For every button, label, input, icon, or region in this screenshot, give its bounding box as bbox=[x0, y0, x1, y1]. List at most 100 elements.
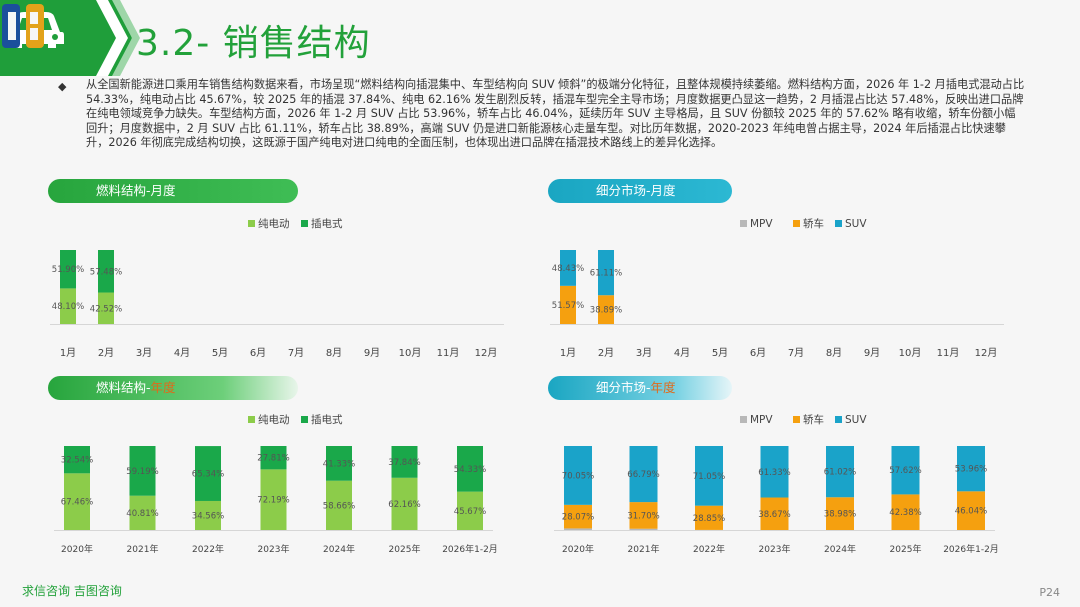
data-label: 38.67% bbox=[758, 510, 790, 520]
bar-segment bbox=[891, 494, 920, 530]
bar-segment bbox=[564, 504, 592, 529]
category-label: 5月 bbox=[212, 347, 228, 359]
data-label: 54.33% bbox=[454, 465, 486, 475]
data-label: 38.98% bbox=[824, 510, 856, 520]
category-label: 2021年 bbox=[628, 543, 660, 555]
legend-label: 插电式 bbox=[311, 217, 343, 230]
category-label: 11月 bbox=[937, 347, 960, 359]
panel-title-segment-monthly: 细分市场-月度 bbox=[548, 179, 732, 203]
data-label: 48.43% bbox=[552, 264, 584, 274]
bar-segment bbox=[629, 446, 658, 503]
panel-title-fuel-yearly-highlight: 年度 bbox=[150, 380, 176, 395]
legend-item: 纯电动 bbox=[248, 413, 290, 426]
bar-segment bbox=[564, 446, 592, 505]
legend-label: 轿车 bbox=[803, 413, 824, 426]
footer-brand: 求信咨询 吉图咨询 bbox=[22, 584, 122, 598]
company-logo bbox=[2, 4, 44, 48]
legend-item: 插电式 bbox=[301, 413, 343, 426]
bar-segment bbox=[64, 446, 90, 474]
data-label: 31.70% bbox=[627, 511, 659, 521]
bullet-icon: ◆ bbox=[58, 80, 67, 93]
bar-segment bbox=[957, 491, 985, 530]
data-label: 66.79% bbox=[627, 470, 659, 480]
page-title: 3.2- 销售结构 bbox=[136, 23, 371, 64]
category-label: 10月 bbox=[899, 347, 922, 359]
data-label: 53.96% bbox=[955, 465, 987, 475]
category-label: 2020年 bbox=[562, 543, 594, 555]
bar-segment bbox=[560, 285, 576, 324]
category-label: 2月 bbox=[598, 347, 614, 359]
data-label: 42.52% bbox=[90, 304, 122, 314]
category-label: 2025年 bbox=[890, 543, 922, 555]
bar-segment bbox=[629, 528, 658, 530]
bar-segment bbox=[598, 250, 614, 296]
legend-label: 插电式 bbox=[311, 413, 343, 426]
category-label: 7月 bbox=[288, 347, 304, 359]
category-label: 2025年 bbox=[389, 543, 421, 555]
category-label: 3月 bbox=[136, 347, 152, 359]
data-label: 61.11% bbox=[590, 269, 622, 279]
legend-label: 轿车 bbox=[803, 217, 824, 230]
bar-segment bbox=[560, 250, 576, 286]
category-label: 6月 bbox=[250, 347, 266, 359]
data-label: 41.33% bbox=[323, 459, 355, 469]
data-label: 28.07% bbox=[562, 513, 594, 523]
category-label: 3月 bbox=[636, 347, 652, 359]
category-label: 1月 bbox=[60, 347, 76, 359]
data-label: 65.34% bbox=[192, 470, 224, 480]
legend-swatch bbox=[793, 416, 800, 423]
bar-segment bbox=[129, 446, 156, 496]
bar-segment bbox=[195, 446, 221, 501]
category-label: 9月 bbox=[864, 347, 880, 359]
legend-swatch bbox=[793, 220, 800, 227]
legend-item: MPV bbox=[740, 218, 773, 230]
legend-swatch bbox=[301, 416, 308, 423]
legend-swatch bbox=[835, 220, 842, 227]
bar-segment bbox=[60, 250, 76, 289]
category-label: 2020年 bbox=[61, 543, 93, 555]
bar-segment bbox=[260, 446, 287, 470]
data-label: 57.62% bbox=[889, 466, 921, 476]
data-label: 27.81% bbox=[257, 454, 289, 464]
bar-segment bbox=[326, 480, 352, 530]
category-label: 12月 bbox=[975, 347, 998, 359]
bar-segment bbox=[391, 446, 418, 478]
category-label: 2026年1-2月 bbox=[943, 543, 999, 555]
category-label: 6月 bbox=[750, 347, 766, 359]
legend-label: SUV bbox=[845, 218, 867, 230]
category-label: 9月 bbox=[364, 347, 380, 359]
legend-label: 纯电动 bbox=[258, 217, 290, 230]
bar-segment bbox=[695, 446, 723, 506]
bar-segment bbox=[629, 502, 658, 529]
data-label: 57.48% bbox=[90, 267, 122, 277]
data-label: 32.54% bbox=[61, 456, 93, 466]
category-label: 2024年 bbox=[323, 543, 355, 555]
category-label: 12月 bbox=[475, 347, 498, 359]
data-label: 70.05% bbox=[562, 471, 594, 481]
legend-swatch bbox=[740, 220, 747, 227]
data-label: 62.16% bbox=[388, 500, 420, 510]
page-number: P24 bbox=[1039, 586, 1060, 599]
bar-segment bbox=[760, 497, 789, 530]
bar-segment bbox=[826, 497, 854, 530]
category-label: 2月 bbox=[98, 347, 114, 359]
panel-title-segment-yearly-highlight: 年度 bbox=[650, 380, 676, 395]
legend-swatch bbox=[740, 416, 747, 423]
legend-item: SUV bbox=[835, 414, 867, 426]
category-label: 11月 bbox=[437, 347, 460, 359]
data-label: 71.05% bbox=[693, 472, 725, 482]
category-label: 4月 bbox=[674, 347, 690, 359]
category-label: 2023年 bbox=[258, 543, 290, 555]
bar-segment bbox=[695, 505, 723, 530]
bar-segment bbox=[129, 495, 156, 530]
legend-item: 插电式 bbox=[301, 217, 343, 230]
bar-segment bbox=[891, 446, 920, 495]
panel-title-fuel-monthly: 燃料结构-月度 bbox=[48, 179, 298, 203]
bar-segment bbox=[826, 446, 854, 498]
bar-segment bbox=[64, 473, 90, 530]
legend-item: MPV bbox=[740, 414, 773, 426]
bar-segment bbox=[598, 295, 614, 324]
bar-segment bbox=[760, 446, 789, 498]
legend-label: 纯电动 bbox=[258, 413, 290, 426]
data-label: 34.56% bbox=[192, 511, 224, 521]
